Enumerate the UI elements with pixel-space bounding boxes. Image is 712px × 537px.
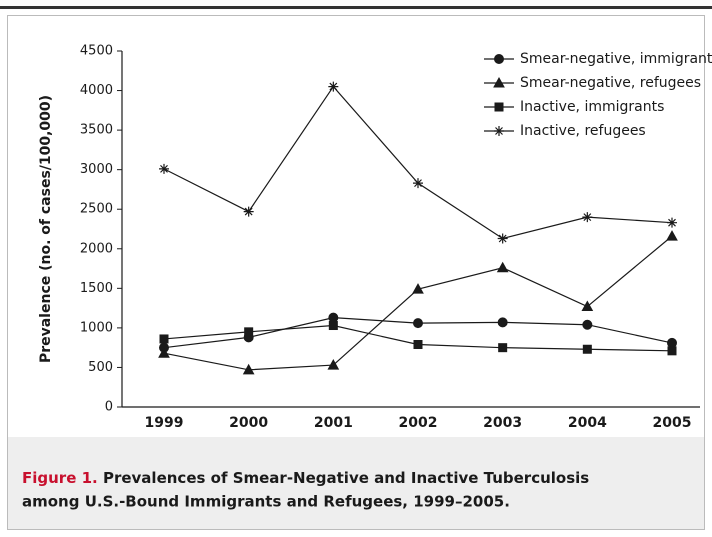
marker (159, 163, 169, 174)
marker (413, 178, 423, 189)
marker (494, 102, 504, 112)
marker (328, 81, 339, 92)
marker (328, 312, 339, 323)
x-tick-label: 1999 (145, 415, 184, 431)
legend-label: Inactive, immigrants (520, 99, 664, 115)
marker (498, 343, 508, 353)
caption-box (8, 437, 704, 529)
y-tick-label: 1500 (80, 281, 113, 296)
y-tick-label: 500 (88, 360, 113, 375)
marker (497, 317, 508, 328)
marker (412, 283, 424, 294)
y-tick-label: 0 (105, 400, 113, 415)
marker (243, 206, 254, 217)
legend-label: Inactive, refugees (520, 123, 646, 139)
marker (667, 217, 677, 228)
caption-label: Figure 1. (22, 469, 98, 487)
x-tick-label: 2002 (399, 415, 438, 431)
top-rule (0, 6, 712, 9)
caption: Figure 1. Prevalences of Smear-Negative … (22, 469, 589, 487)
x-tick-label: 2005 (653, 415, 692, 431)
marker (328, 321, 338, 331)
legend-label: Smear-negative, refugees (520, 75, 701, 91)
y-tick-label: 4000 (80, 83, 113, 98)
x-tick-label: 2001 (314, 415, 353, 431)
marker (159, 334, 169, 344)
marker (242, 363, 255, 375)
y-tick-label: 3000 (80, 162, 113, 177)
marker (244, 327, 254, 337)
marker (582, 319, 593, 330)
marker (497, 233, 508, 244)
marker (667, 337, 677, 348)
marker (494, 126, 504, 136)
marker (413, 318, 423, 329)
marker (327, 359, 340, 370)
y-tick-label: 2500 (80, 202, 113, 217)
marker (496, 261, 509, 273)
x-tick-label: 2004 (568, 415, 607, 431)
caption-line: among U.S.-Bound Immigrants and Refugees… (22, 493, 510, 511)
marker (667, 346, 677, 356)
y-tick-label: 4500 (80, 44, 113, 59)
marker (158, 347, 170, 358)
marker (666, 230, 678, 241)
marker (582, 212, 593, 223)
legend-label: Smear-negative, immigrants (520, 51, 712, 67)
caption-line: Prevalences of Smear-Negative and Inacti… (103, 469, 589, 487)
y-tick-label: 3500 (80, 123, 113, 138)
marker (494, 54, 504, 64)
y-tick-label: 2000 (80, 241, 113, 256)
marker (582, 344, 592, 354)
y-axis-label: Prevalence (no. of cases/100,000) (38, 95, 54, 363)
marker (581, 300, 594, 312)
x-tick-label: 2000 (229, 415, 268, 431)
marker (493, 76, 505, 88)
y-tick-label: 1000 (80, 320, 113, 335)
x-tick-label: 2003 (483, 415, 522, 431)
marker (413, 340, 423, 350)
